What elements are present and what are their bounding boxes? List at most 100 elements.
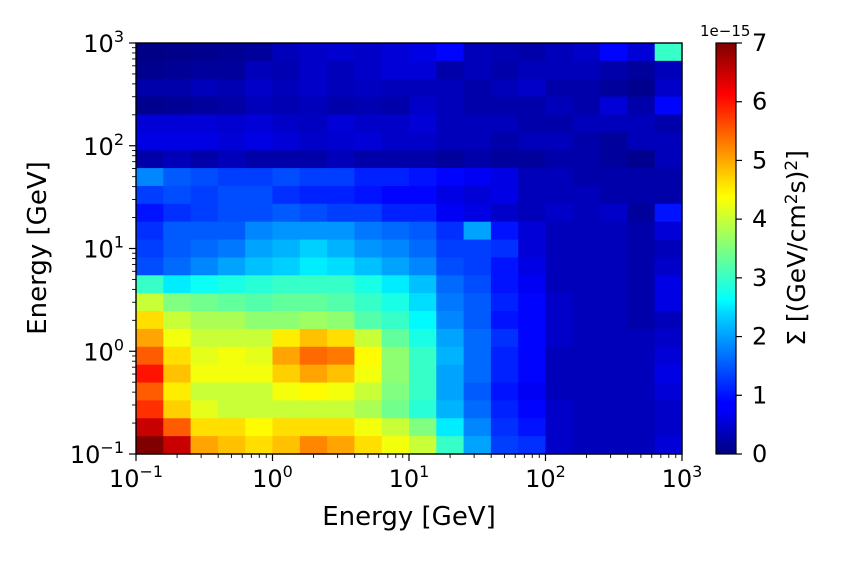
heatmap-cell: [545, 203, 574, 223]
heatmap-cell: [136, 78, 164, 98]
heatmap-cell: [518, 364, 547, 384]
heatmap-cell: [518, 96, 547, 116]
heatmap-cell: [409, 275, 437, 294]
heatmap-cell: [327, 60, 355, 80]
heatmap-cell: [190, 418, 219, 437]
colorbar-scale-factor: 1e−15: [700, 22, 750, 40]
heatmap-cell: [299, 221, 328, 241]
heatmap-cell: [490, 364, 519, 384]
heatmap-cell: [217, 43, 246, 62]
heatmap-cell: [436, 364, 465, 384]
heatmap-cell: [381, 293, 410, 312]
heatmap-cell: [463, 328, 492, 348]
heatmap-cell: [190, 60, 219, 80]
heatmap-cell: [409, 221, 437, 241]
heatmap-cell: [136, 257, 164, 276]
heatmap-cell: [272, 185, 301, 205]
heatmap-cell: [545, 114, 574, 133]
heatmap-cell: [572, 275, 601, 294]
heatmap-cell: [136, 328, 164, 348]
heatmap-cell: [654, 132, 683, 151]
heatmap-cell: [136, 382, 164, 401]
heatmap-cell: [436, 203, 465, 223]
heatmap-cell: [163, 132, 192, 151]
heatmap-cell: [217, 346, 246, 366]
heatmap-cell: [381, 257, 410, 276]
heatmap-cell: [518, 43, 547, 62]
heatmap-cell: [436, 185, 465, 205]
heatmap-cell: [245, 43, 274, 62]
heatmap-cell: [409, 168, 437, 187]
heatmap-cell: [463, 293, 492, 312]
heatmap-cell: [545, 400, 574, 419]
heatmap-cell: [381, 328, 410, 348]
heatmap-cell: [463, 257, 492, 276]
heatmap-cell: [409, 114, 437, 133]
heatmap-cell: [600, 203, 628, 223]
heatmap-cell: [409, 257, 437, 276]
colorbar-tick-label: 0: [752, 440, 767, 468]
heatmap-cell: [299, 400, 328, 419]
heatmap-cell: [518, 168, 547, 187]
heatmap-cell: [299, 114, 328, 133]
heatmap-cell: [381, 221, 410, 241]
heatmap-cell: [572, 364, 601, 384]
heatmap-cell: [245, 78, 274, 98]
heatmap-cell: [272, 311, 301, 330]
heatmap-cell: [518, 114, 547, 133]
heatmap-cell: [545, 96, 574, 116]
heatmap-cell: [245, 150, 274, 169]
heatmap-cell: [627, 257, 656, 276]
heatmap-cell: [490, 43, 519, 62]
heatmap-cell: [217, 114, 246, 133]
heatmap-cell: [299, 346, 328, 366]
heatmap-cell: [572, 328, 601, 348]
colorbar-tick-label: 6: [752, 88, 767, 116]
heatmap-cell: [627, 78, 656, 98]
heatmap-cell: [627, 436, 656, 455]
heatmap-cell: [354, 239, 383, 259]
heatmap-cell: [272, 418, 301, 437]
heatmap-cell: [436, 346, 465, 366]
heatmap-cell: [436, 60, 465, 80]
tick-label: 103: [662, 462, 703, 493]
heatmap-cell: [490, 132, 519, 151]
heatmap-cell: [136, 364, 164, 384]
heatmap-cell: [381, 150, 410, 169]
heatmap-cell: [327, 132, 355, 151]
heatmap-cell: [354, 328, 383, 348]
heatmap-cell: [190, 221, 219, 241]
heatmap-cell: [163, 239, 192, 259]
heatmap-cell: [217, 150, 246, 169]
heatmap-cell: [463, 168, 492, 187]
heatmap-cell: [163, 328, 192, 348]
heatmap-cell: [245, 382, 274, 401]
heatmap-cell: [572, 114, 601, 133]
heatmap-cell: [354, 293, 383, 312]
heatmap-cell: [572, 78, 601, 98]
heatmap-cell: [545, 221, 574, 241]
heatmap-cell: [518, 132, 547, 151]
heatmap-cell: [163, 114, 192, 133]
heatmap-cell: [409, 78, 437, 98]
heatmap-cell: [217, 132, 246, 151]
heatmap-cell: [518, 185, 547, 205]
heatmap-cell: [163, 221, 192, 241]
heatmap-cell: [272, 221, 301, 241]
heatmap-cell: [272, 436, 301, 455]
heatmap-cell: [299, 436, 328, 455]
colorbar-tick-label: 7: [752, 29, 767, 57]
heatmap-cell: [245, 346, 274, 366]
heatmap-cell: [245, 436, 274, 455]
heatmap-cells: [136, 43, 683, 455]
heatmap-cell: [272, 364, 301, 384]
heatmap-cell: [327, 257, 355, 276]
heatmap-cell: [654, 364, 683, 384]
heatmap-cell: [354, 436, 383, 455]
heatmap-cell: [490, 400, 519, 419]
heatmap-cell: [518, 257, 547, 276]
heatmap-cell: [409, 96, 437, 116]
heatmap-cell: [463, 96, 492, 116]
heatmap-cell: [436, 132, 465, 151]
